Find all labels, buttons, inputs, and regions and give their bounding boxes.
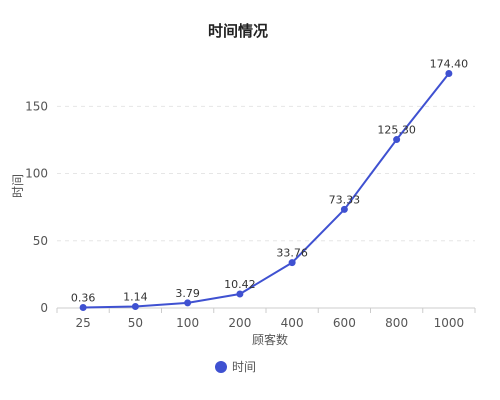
- data-label: 73.33: [329, 193, 361, 206]
- data-label: 1.14: [123, 290, 148, 303]
- series-line: [83, 72, 450, 309]
- axes: [56, 307, 476, 313]
- data-label: 125.30: [377, 124, 416, 137]
- x-tick-label: 800: [385, 316, 408, 330]
- y-tick-label: 50: [33, 234, 48, 248]
- x-tick-label: 25: [75, 316, 90, 330]
- data-point: [184, 299, 192, 307]
- chart-title: 时间情况: [208, 22, 268, 40]
- data-point: [79, 304, 87, 312]
- y-tick-label: 100: [25, 167, 48, 181]
- data-label: 10.42: [224, 278, 256, 291]
- data-point: [340, 205, 348, 213]
- y-axis-label: 时间: [11, 174, 25, 198]
- y-tick-label: 0: [40, 301, 48, 315]
- x-axis-label: 顾客数: [252, 332, 288, 347]
- data-point: [393, 136, 401, 144]
- grid-lines: [57, 105, 475, 242]
- data-point: [445, 70, 453, 78]
- x-tick-label: 50: [128, 316, 143, 330]
- data-label: 3.79: [175, 287, 200, 300]
- legend-label[interactable]: 时间: [232, 360, 256, 374]
- series-layer: [79, 70, 453, 312]
- legend[interactable]: 时间: [215, 360, 256, 374]
- legend-marker-icon[interactable]: [215, 361, 227, 373]
- data-label: 0.36: [71, 292, 96, 305]
- x-tick-label: 400: [281, 316, 304, 330]
- data-point: [131, 302, 139, 310]
- y-tick-label: 150: [25, 99, 48, 113]
- data-point: [236, 290, 244, 298]
- x-tick-label: 600: [333, 316, 356, 330]
- x-axis-ticks: 25 50 100 200 400 600 800 1000: [75, 316, 464, 330]
- x-tick-label: 200: [228, 316, 251, 330]
- data-labels: 0.36 1.14 3.79 10.42 33.76 73.33 125.30 174.40: [71, 58, 468, 305]
- data-point: [288, 259, 296, 267]
- data-label: 174.40: [430, 58, 469, 71]
- x-tick-label: 100: [176, 316, 199, 330]
- x-tick-label: 1000: [434, 316, 465, 330]
- y-axis-ticks: 0 50 100 150: [25, 99, 48, 315]
- data-label: 33.76: [276, 247, 308, 260]
